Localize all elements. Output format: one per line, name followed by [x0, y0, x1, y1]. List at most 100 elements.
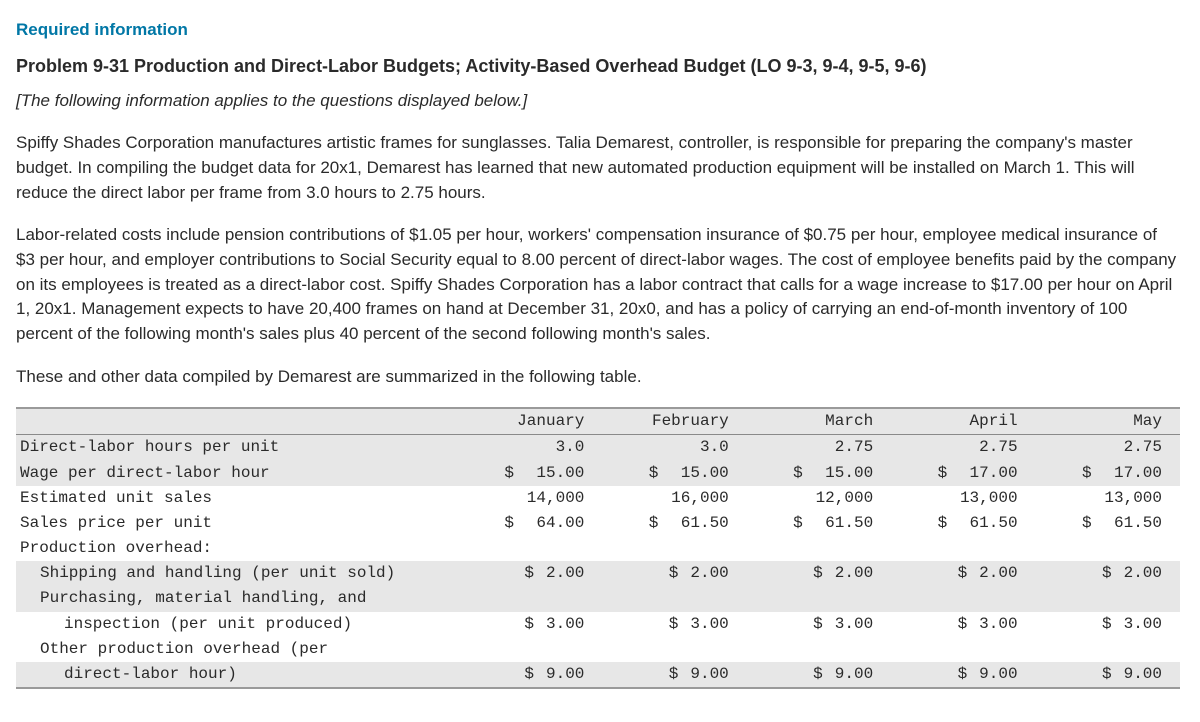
dollar-sign: $: [524, 663, 536, 686]
cell-value: 64.00: [516, 512, 584, 535]
cell-value: 2.00: [970, 562, 1018, 585]
cell-value: 9.00: [1114, 663, 1162, 686]
dollar-sign: $: [1102, 663, 1114, 686]
cell: [458, 586, 602, 611]
table-row: Purchasing, material handling, and: [16, 586, 1180, 611]
cell: [1036, 637, 1180, 662]
dollar-sign: $: [958, 562, 970, 585]
cell: 13,000: [1036, 486, 1180, 511]
col-january: January: [458, 408, 602, 435]
cell: 3.0: [602, 435, 746, 461]
cell: $15.00: [458, 461, 602, 486]
col-blank: [16, 408, 458, 435]
cell-value: 9.00: [681, 663, 729, 686]
dollar-sign: $: [504, 512, 516, 535]
row-label: Wage per direct-labor hour: [16, 461, 458, 486]
required-info-heading: Required information: [16, 18, 1180, 43]
cell: $17.00: [1036, 461, 1180, 486]
cell: 13,000: [891, 486, 1035, 511]
cell: [458, 637, 602, 662]
cell-value: 2.00: [825, 562, 873, 585]
dollar-sign: $: [938, 462, 950, 485]
table-row: Direct-labor hours per unit3.03.02.752.7…: [16, 435, 1180, 461]
cell: [602, 637, 746, 662]
dollar-sign: $: [1102, 613, 1114, 636]
cell-value: 17.00: [1094, 462, 1162, 485]
row-label: Production overhead:: [16, 536, 458, 561]
table-row: inspection (per unit produced)$ 3.00$ 3.…: [16, 612, 1180, 637]
paragraph-1: Spiffy Shades Corporation manufactures a…: [16, 131, 1180, 205]
dollar-sign: $: [793, 512, 805, 535]
cell-value: 61.50: [1094, 512, 1162, 535]
cell: $ 9.00: [747, 662, 891, 688]
cell: $ 3.00: [458, 612, 602, 637]
cell-value: 17.00: [950, 462, 1018, 485]
paragraph-2: Labor-related costs include pension cont…: [16, 223, 1180, 346]
cell: $61.50: [1036, 511, 1180, 536]
col-april: April: [891, 408, 1035, 435]
cell: 2.75: [891, 435, 1035, 461]
row-label: Purchasing, material handling, and: [16, 586, 458, 611]
cell-value: 61.50: [805, 512, 873, 535]
dollar-sign: $: [813, 663, 825, 686]
row-label: inspection (per unit produced): [16, 612, 458, 637]
cell: [747, 586, 891, 611]
cell: [1036, 536, 1180, 561]
cell-value: 2.00: [1114, 562, 1162, 585]
dollar-sign: $: [669, 562, 681, 585]
table-row: Production overhead:: [16, 536, 1180, 561]
row-label: Direct-labor hours per unit: [16, 435, 458, 461]
cell-value: 61.50: [661, 512, 729, 535]
cell-value: 3.00: [681, 613, 729, 636]
cell: [602, 586, 746, 611]
table-row: Estimated unit sales14,00016,00012,00013…: [16, 486, 1180, 511]
cell: 14,000: [458, 486, 602, 511]
applies-note: [The following information applies to th…: [16, 89, 1180, 114]
paragraph-3: These and other data compiled by Demares…: [16, 365, 1180, 390]
dollar-sign: $: [649, 512, 661, 535]
col-february: February: [602, 408, 746, 435]
cell: 3.0: [458, 435, 602, 461]
cell: 2.75: [1036, 435, 1180, 461]
cell: [458, 536, 602, 561]
cell-value: 15.00: [516, 462, 584, 485]
cell: $ 9.00: [602, 662, 746, 688]
cell: $ 3.00: [891, 612, 1035, 637]
cell: [747, 637, 891, 662]
cell-value: 3.00: [825, 613, 873, 636]
dollar-sign: $: [1102, 562, 1114, 585]
cell: $ 3.00: [1036, 612, 1180, 637]
cell: [747, 536, 891, 561]
cell: [1036, 586, 1180, 611]
problem-title: Problem 9-31 Production and Direct-Labor…: [16, 53, 1180, 79]
row-label: Other production overhead (per: [16, 637, 458, 662]
cell: $ 2.00: [602, 561, 746, 586]
cell-value: 9.00: [825, 663, 873, 686]
cell: 16,000: [602, 486, 746, 511]
col-may: May: [1036, 408, 1180, 435]
dollar-sign: $: [958, 663, 970, 686]
cell: $ 9.00: [458, 662, 602, 688]
dollar-sign: $: [524, 613, 536, 636]
dollar-sign: $: [524, 562, 536, 585]
table-row: Sales price per unit$64.00$61.50$61.50$6…: [16, 511, 1180, 536]
cell: [891, 586, 1035, 611]
row-label: Estimated unit sales: [16, 486, 458, 511]
cell: $ 2.00: [747, 561, 891, 586]
cell-value: 2.00: [536, 562, 584, 585]
cell-value: 9.00: [970, 663, 1018, 686]
cell: $61.50: [891, 511, 1035, 536]
dollar-sign: $: [813, 613, 825, 636]
dollar-sign: $: [669, 663, 681, 686]
cell: [891, 637, 1035, 662]
data-table-wrap: January February March April May Direct-…: [16, 407, 1180, 689]
row-label: direct-labor hour): [16, 662, 458, 688]
cell: $ 3.00: [602, 612, 746, 637]
dollar-sign: $: [1082, 512, 1094, 535]
cell: $17.00: [891, 461, 1035, 486]
cell: $64.00: [458, 511, 602, 536]
dollar-sign: $: [793, 462, 805, 485]
cell-value: 2.00: [681, 562, 729, 585]
col-march: March: [747, 408, 891, 435]
table-row: Shipping and handling (per unit sold)$ 2…: [16, 561, 1180, 586]
